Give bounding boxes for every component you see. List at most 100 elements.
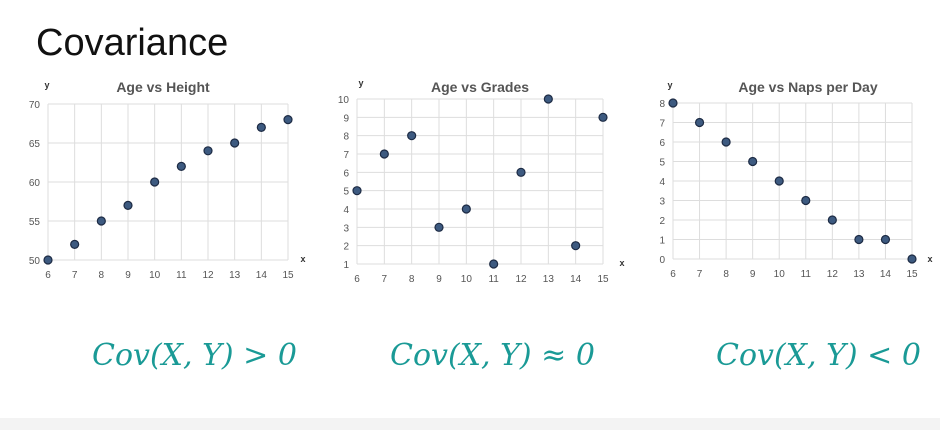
y-tick-label: 1	[343, 260, 349, 271]
bottom-band	[0, 418, 940, 430]
data-point	[461, 204, 471, 214]
data-point	[571, 241, 581, 251]
data-point	[379, 149, 389, 159]
x-tick-label: 12	[827, 269, 839, 280]
y-tick-label: 50	[29, 256, 41, 267]
y-tick-label: 9	[343, 113, 349, 124]
data-point	[176, 161, 186, 172]
data-point	[489, 259, 499, 269]
x-tick-label: 6	[45, 270, 51, 281]
data-point	[801, 195, 811, 206]
x-tick-label: 10	[461, 274, 473, 285]
x-tick-label: 15	[597, 274, 609, 285]
y-tick-label: 2	[343, 242, 349, 253]
data-point	[256, 122, 266, 133]
x-tick-label: 13	[853, 269, 865, 280]
x-tick-label: 6	[670, 269, 676, 280]
x-tick-label: 8	[99, 270, 105, 281]
x-tick-label: 15	[906, 269, 918, 280]
y-tick-label: 4	[343, 205, 349, 216]
x-tick-label: 9	[750, 269, 756, 280]
y-tick-label: 3	[343, 223, 349, 234]
y-tick-label: 70	[29, 100, 41, 111]
x-tick-label: 7	[72, 270, 78, 281]
data-point	[516, 167, 526, 177]
formula-zero-covariance: Cov(X, Y) ≈ 0	[390, 338, 595, 373]
y-tick-label: 6	[343, 168, 349, 179]
y-tick-label: 0	[659, 255, 665, 266]
x-tick-label: 8	[723, 269, 729, 280]
y-tick-label: 7	[659, 119, 665, 130]
data-point	[827, 215, 837, 225]
y-tick-label: 3	[659, 197, 665, 208]
data-point	[774, 176, 784, 186]
x-axis-label: x	[927, 254, 932, 264]
formula-negative-covariance: Cov(X, Y) < 0	[716, 338, 921, 373]
x-tick-label: 7	[697, 269, 703, 280]
data-point	[668, 98, 678, 108]
y-tick-label: 2	[659, 216, 665, 227]
data-point	[230, 138, 240, 148]
x-tick-label: 8	[409, 274, 415, 285]
x-tick-label: 12	[515, 274, 527, 285]
x-tick-label: 9	[125, 270, 131, 281]
data-point	[43, 255, 53, 265]
x-axis-label: x	[300, 254, 305, 264]
x-tick-label: 11	[801, 269, 812, 280]
data-point	[880, 234, 891, 245]
y-tick-label: 6	[659, 138, 665, 149]
y-tick-label: 8	[659, 99, 665, 110]
chart-title: Age vs Naps per Day	[738, 79, 877, 95]
x-tick-label: 11	[488, 274, 499, 285]
data-point	[96, 216, 106, 226]
y-axis-label: y	[667, 80, 672, 90]
data-point	[598, 112, 608, 122]
data-point	[434, 222, 444, 232]
y-axis-label: y	[44, 80, 49, 90]
chart-age-vs-height: Age vs Height y x 50 55 60 65 70 6 7 8 9 10 11 12 13 14 1…	[29, 79, 306, 281]
y-tick-label: 4	[659, 177, 665, 188]
y-tick-label: 5	[659, 158, 665, 169]
data-point	[70, 239, 80, 249]
y-tick-label: 5	[343, 187, 349, 198]
x-tick-label: 15	[282, 270, 294, 281]
y-tick-label: 65	[29, 139, 41, 150]
y-tick-label: 10	[338, 95, 350, 106]
x-tick-label: 6	[354, 274, 360, 285]
data-point	[721, 137, 731, 147]
data-point	[283, 114, 293, 125]
data-point	[694, 117, 705, 128]
data-point	[543, 94, 553, 104]
x-tick-label: 10	[149, 270, 161, 281]
y-tick-label: 7	[343, 150, 349, 161]
data-point	[203, 146, 213, 156]
x-tick-label: 14	[880, 269, 892, 280]
slide-title: Covariance	[36, 22, 229, 64]
x-tick-label: 10	[774, 269, 786, 280]
y-axis-label: y	[358, 78, 363, 88]
y-tick-label: 8	[343, 132, 349, 143]
chart-title: Age vs Grades	[431, 79, 529, 95]
y-tick-label: 1	[659, 236, 665, 247]
x-tick-label: 9	[436, 274, 442, 285]
y-tick-label: 55	[29, 217, 41, 228]
data-point	[407, 131, 417, 141]
x-tick-label: 14	[256, 270, 268, 281]
formula-positive-covariance: Cov(X, Y) > 0	[92, 338, 297, 373]
data-point	[748, 156, 758, 167]
data-point	[123, 200, 133, 210]
x-tick-label: 13	[229, 270, 241, 281]
x-tick-label: 7	[382, 274, 388, 285]
data-point	[150, 177, 160, 187]
x-tick-label: 13	[543, 274, 555, 285]
x-tick-label: 11	[176, 270, 187, 281]
data-point	[352, 186, 362, 196]
data-point	[854, 234, 864, 245]
x-tick-label: 14	[570, 274, 582, 285]
chart-title: Age vs Height	[116, 79, 210, 95]
data-point	[907, 254, 917, 264]
y-tick-label: 60	[29, 178, 41, 189]
x-tick-label: 12	[202, 270, 214, 281]
